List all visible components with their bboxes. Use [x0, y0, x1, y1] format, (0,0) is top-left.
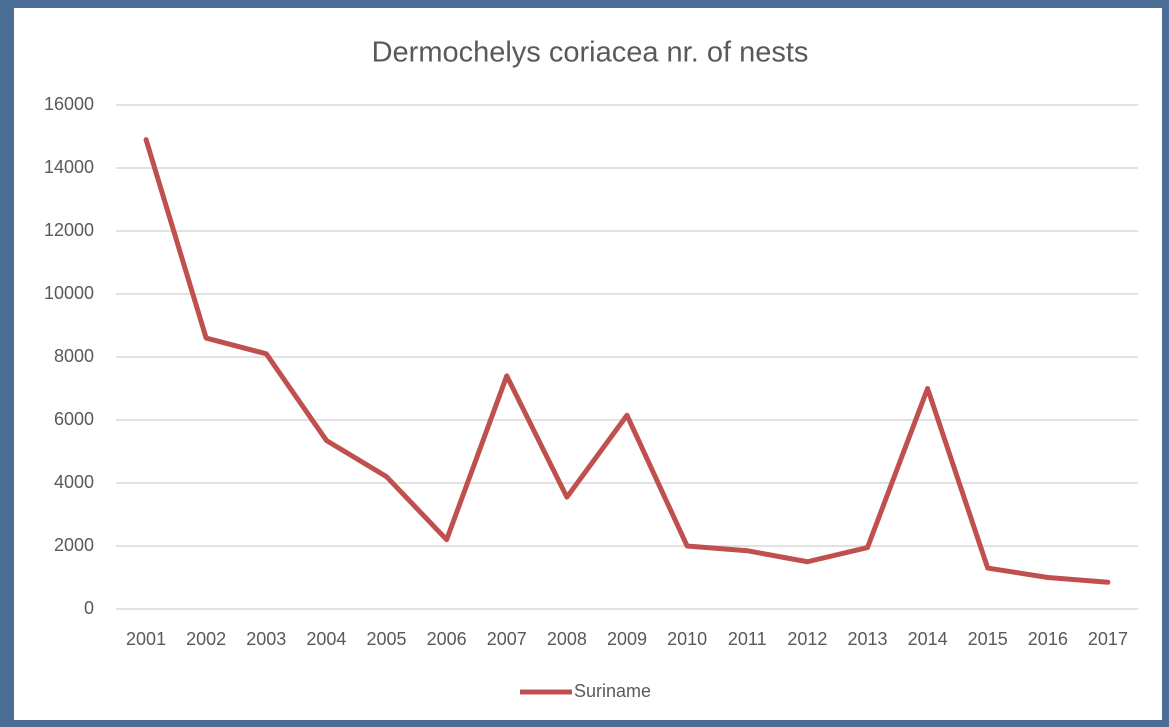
- x-tick-label: 2011: [728, 629, 767, 649]
- chart-area: [14, 8, 1162, 720]
- x-tick-label: 2002: [186, 629, 226, 649]
- x-tick-label: 2014: [908, 629, 948, 649]
- x-tick-label: 2015: [968, 629, 1008, 649]
- data-line: [143, 137, 1111, 585]
- x-tick-label: 2004: [306, 629, 346, 649]
- x-tick-label: 2003: [246, 629, 286, 649]
- x-tick-label: 2013: [847, 629, 887, 649]
- y-tick-label: 2000: [54, 535, 94, 555]
- x-tick-label: 2001: [126, 629, 166, 649]
- x-tick-label: 2006: [427, 629, 467, 649]
- y-tick-label: 8000: [54, 346, 94, 366]
- x-tick-label: 2012: [787, 629, 827, 649]
- y-tick-label: 6000: [54, 409, 94, 429]
- x-tick-label: 2005: [367, 629, 407, 649]
- x-tick-label: 2007: [487, 629, 527, 649]
- chart-title: Dermochelys coriacea nr. of nests: [372, 37, 809, 69]
- y-tick-label: 12000: [44, 220, 94, 240]
- y-tick-label: 16000: [44, 94, 94, 114]
- y-tick-label: 10000: [44, 283, 94, 303]
- y-tick-label: 14000: [44, 157, 94, 177]
- x-tick-label: 2009: [607, 629, 647, 649]
- x-tick-label: 2010: [667, 629, 707, 649]
- x-tick-label: 2016: [1028, 629, 1068, 649]
- legend-label: Suriname: [574, 681, 651, 701]
- x-tick-label: 2008: [547, 629, 587, 649]
- y-tick-label: 4000: [54, 472, 94, 492]
- y-tick-label: 0: [84, 598, 94, 618]
- x-tick-label: 2017: [1088, 629, 1128, 649]
